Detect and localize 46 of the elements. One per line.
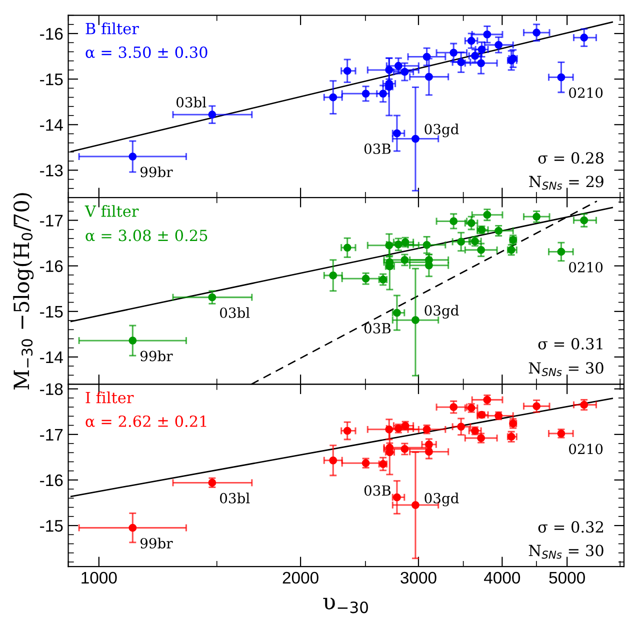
annotation: N$_{SNs}$ = 30 <box>528 544 604 559</box>
annotation: 03gd <box>424 124 459 138</box>
y-tick-label: -16 <box>40 260 63 272</box>
x-tick-label: 3000 <box>400 572 436 584</box>
annotation: σ = 0.28 <box>538 152 604 164</box>
annotation: 03bl <box>220 307 250 318</box>
x-tick-label: 4000 <box>484 572 520 584</box>
annotation: B filter <box>86 22 139 34</box>
annotation: α = 2.62 ± 0.21 <box>86 415 206 428</box>
annotation: 99br <box>140 350 173 362</box>
annotation: 03B <box>364 322 391 334</box>
y-tick-label: -15 <box>40 520 63 532</box>
y-tick-label: -15 <box>40 306 63 318</box>
annotation: N$_{SNs}$ = 29 <box>529 176 604 190</box>
annotation: 03bl <box>220 492 250 504</box>
annotation: N$_{SNs}$ = 30 <box>528 362 604 376</box>
y-tick-label: -16 <box>40 474 63 486</box>
annotation: σ = 0.31 <box>538 338 602 350</box>
x-axis-title: υ$_{−30}$ <box>323 598 368 614</box>
annotation: σ = 0.32 <box>538 521 604 533</box>
annotation: 0210 <box>569 444 603 454</box>
x-tick-label: 2000 <box>282 572 318 584</box>
y-tick-label: -13 <box>40 164 63 176</box>
annotation: 03bl <box>176 96 206 108</box>
y-tick-label: -15 <box>40 74 63 86</box>
x-tick-label: 5000 <box>549 572 585 584</box>
y-tick-label: -17 <box>40 429 63 440</box>
y-tick-label: -14 <box>40 119 63 131</box>
annotation: I filter <box>86 392 134 404</box>
annotation: α = 3.50 ± 0.30 <box>86 46 208 58</box>
annotation: V filter <box>84 205 139 217</box>
y-axis-title: M$_{−30}$ −5log(H$_{0}$/70) <box>13 193 34 390</box>
annotation: 03B <box>364 485 391 496</box>
annotation: 03gd <box>424 492 459 506</box>
y-tick-label: -17 <box>40 214 63 226</box>
annotation: 0210 <box>569 87 603 98</box>
y-tick-label: -18 <box>40 383 63 396</box>
x-tick-label: 1000 <box>82 572 117 584</box>
annotation: 03B <box>364 143 391 154</box>
annotation: 0210 <box>569 262 603 272</box>
annotation: α = 3.08 ± 0.25 <box>86 230 208 242</box>
y-tick-label: -14 <box>40 352 63 364</box>
annotation: 99br <box>140 166 173 178</box>
annotation: 03gd <box>424 304 459 319</box>
annotation: 99br <box>140 538 173 549</box>
y-tick-label: -16 <box>40 28 63 40</box>
